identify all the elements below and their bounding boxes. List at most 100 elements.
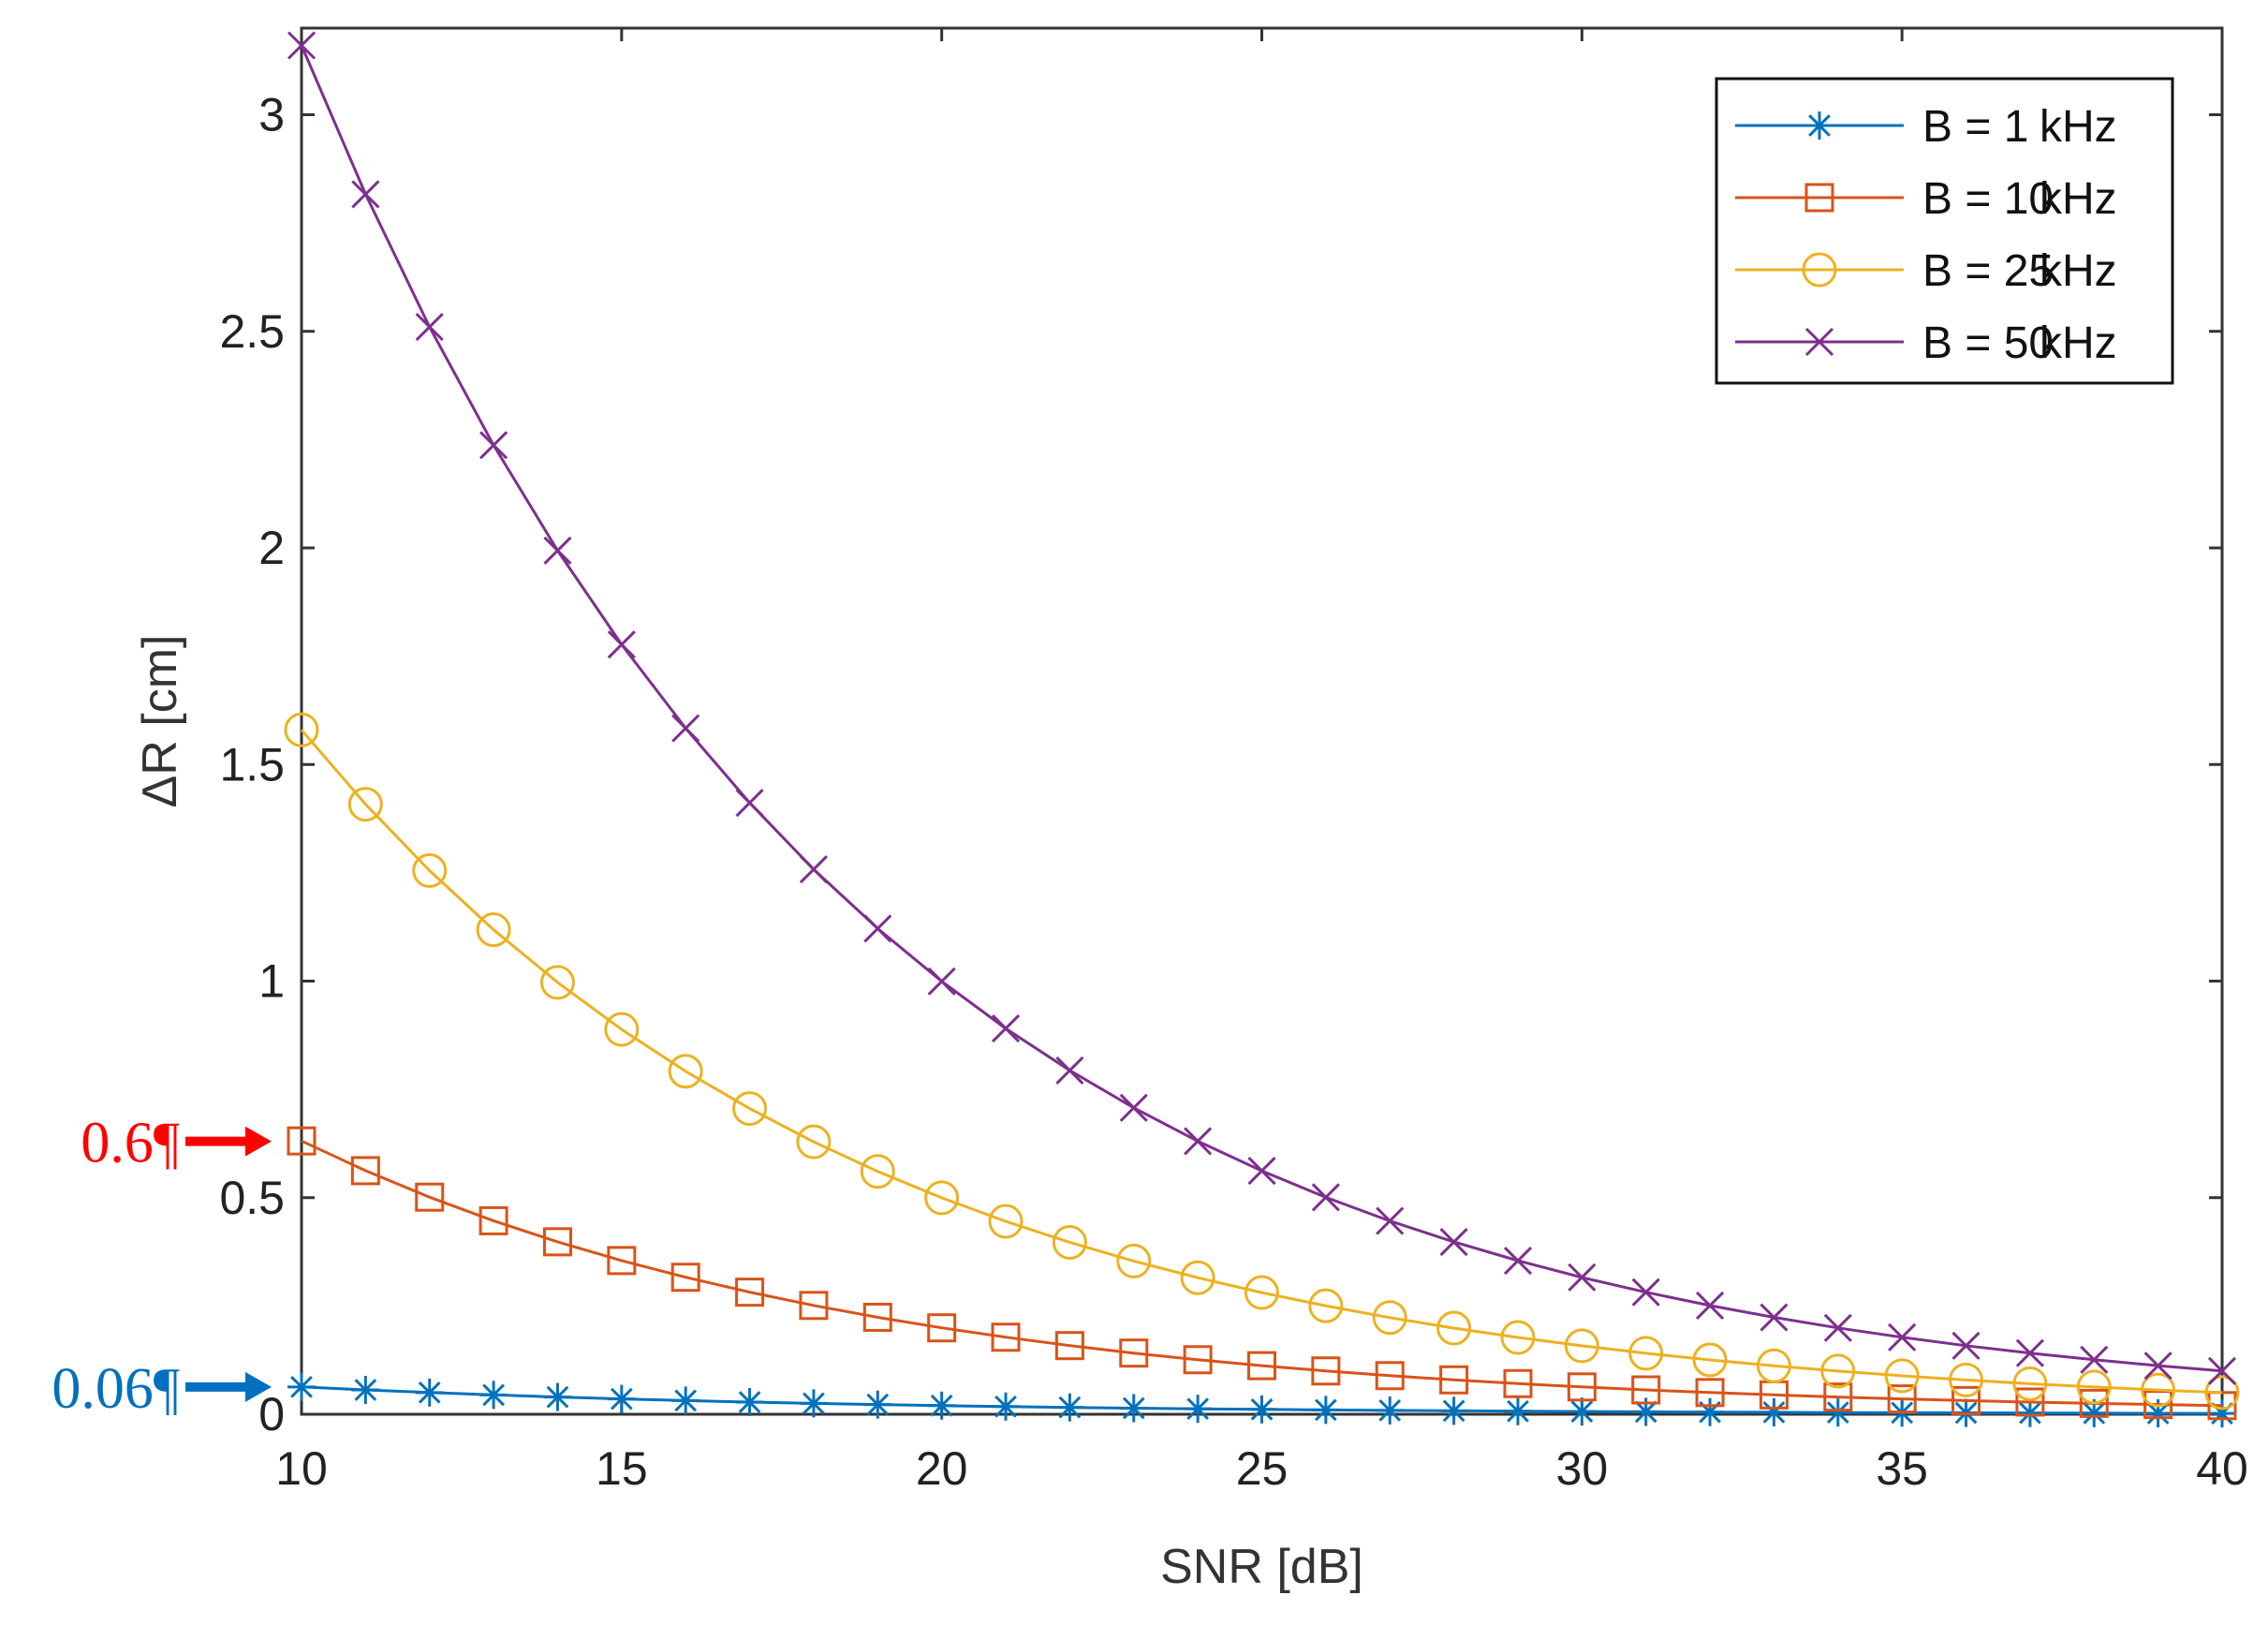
marker-shape <box>988 1204 1024 1239</box>
marker-shape <box>1692 1342 1728 1378</box>
data-point <box>799 1389 828 1418</box>
data-point <box>1820 1353 1856 1389</box>
marker-shape <box>2076 1369 2112 1405</box>
marker-shape <box>1183 1345 1213 1375</box>
marker-stroke <box>2146 1402 2170 1425</box>
marker-stroke <box>1804 327 1834 357</box>
y-tick-label: 3 <box>258 89 285 141</box>
legend-label: B = 25 <box>1922 246 2054 296</box>
data-point <box>1823 1382 1853 1412</box>
annotation-label: 0.6¶ <box>81 1112 180 1175</box>
marker-shape <box>415 1182 445 1212</box>
data-point <box>799 1291 829 1321</box>
marker-shape <box>1884 1358 1920 1394</box>
data-point <box>2207 1356 2237 1385</box>
data-point <box>287 1126 317 1156</box>
marker-stroke <box>1568 1263 1597 1292</box>
x-tick-label: 30 <box>1556 1442 1609 1495</box>
data-point <box>1696 1291 1725 1320</box>
data-point <box>350 1156 380 1186</box>
marker-shape <box>924 1180 960 1216</box>
data-point <box>1951 1331 1981 1360</box>
marker-stroke <box>1439 1227 1468 1257</box>
marker-shape <box>2204 1375 2240 1411</box>
data-point <box>991 1322 1021 1352</box>
data-point <box>1247 1395 1276 1424</box>
marker-stroke <box>1442 1399 1465 1423</box>
legend-box <box>1715 77 2174 385</box>
data-point <box>1804 327 1834 357</box>
marker-stroke <box>1888 1322 1917 1352</box>
marker-shape <box>412 853 448 889</box>
marker-stroke <box>671 714 700 743</box>
data-point <box>1375 1361 1405 1391</box>
marker-shape <box>1054 1331 1084 1361</box>
marker-stroke <box>1762 1401 1786 1424</box>
x-tick-label: 25 <box>1236 1442 1289 1495</box>
data-point <box>1184 1127 1213 1156</box>
marker-shape <box>1949 1362 1984 1397</box>
marker-stroke <box>2207 1356 2237 1385</box>
data-point <box>735 1387 764 1416</box>
marker-stroke <box>674 1389 698 1412</box>
x-tick-label: 15 <box>596 1442 648 1495</box>
legend-unit: kHz <box>2040 174 2117 224</box>
y-tick-label: 0 <box>258 1388 285 1440</box>
marker-shape <box>732 1091 768 1127</box>
marker-shape <box>1887 1384 1917 1414</box>
data-point <box>1568 1263 1597 1292</box>
marker-stroke <box>1119 1093 1148 1122</box>
legend-item: B = 1 kHz <box>1735 102 2117 152</box>
data-point <box>2204 1375 2240 1411</box>
data-point <box>347 787 383 822</box>
data-point <box>351 1375 380 1404</box>
data-point <box>1052 1224 1087 1260</box>
data-point <box>1311 1396 1340 1425</box>
marker-shape <box>927 1313 957 1343</box>
data-point <box>415 1182 445 1212</box>
data-point <box>2076 1369 2112 1405</box>
marker-stroke <box>1634 1400 1657 1424</box>
data-point <box>1311 1356 1341 1386</box>
data-point <box>1628 1336 1664 1371</box>
y-tick-label: 1 <box>258 955 285 1008</box>
data-point <box>860 1154 895 1189</box>
data-point <box>671 1386 700 1415</box>
marker-shape <box>1500 1320 1536 1355</box>
marker-stroke <box>610 1387 633 1411</box>
data-point <box>732 1091 768 1127</box>
marker-shape <box>1119 1338 1149 1368</box>
data-point <box>1695 1378 1725 1408</box>
data-point <box>1949 1362 1984 1397</box>
data-point <box>351 180 380 209</box>
data-point <box>479 1205 508 1235</box>
marker-shape <box>1503 1368 1533 1398</box>
data-point <box>542 1227 572 1257</box>
data-point <box>479 1381 508 1410</box>
data-point <box>1631 1375 1661 1405</box>
data-point <box>607 630 636 659</box>
data-point <box>2015 1338 2044 1367</box>
marker-shape <box>1375 1361 1405 1391</box>
data-point <box>1376 1206 1405 1235</box>
marker-stroke <box>1250 1397 1274 1421</box>
data-point <box>927 1313 957 1343</box>
data-point <box>927 1391 956 1420</box>
data-point <box>2015 1398 2044 1427</box>
marker-shape <box>1802 252 1837 288</box>
data-point <box>1247 1351 1276 1381</box>
marker-stroke <box>543 536 572 565</box>
marker-shape <box>604 1012 640 1047</box>
marker-stroke <box>1378 1399 1402 1422</box>
y-axis-label: ΔR [cm] <box>133 635 187 808</box>
data-point <box>539 965 575 1000</box>
annotations: 0.6¶ 0.06¶ <box>52 1112 272 1421</box>
marker-stroke <box>1507 1399 1529 1423</box>
annotation: 0.6¶ <box>81 1112 272 1175</box>
marker-stroke <box>1570 1400 1594 1423</box>
data-point <box>1376 1396 1405 1425</box>
data-point <box>1439 1227 1468 1257</box>
data-point <box>1631 1278 1660 1307</box>
